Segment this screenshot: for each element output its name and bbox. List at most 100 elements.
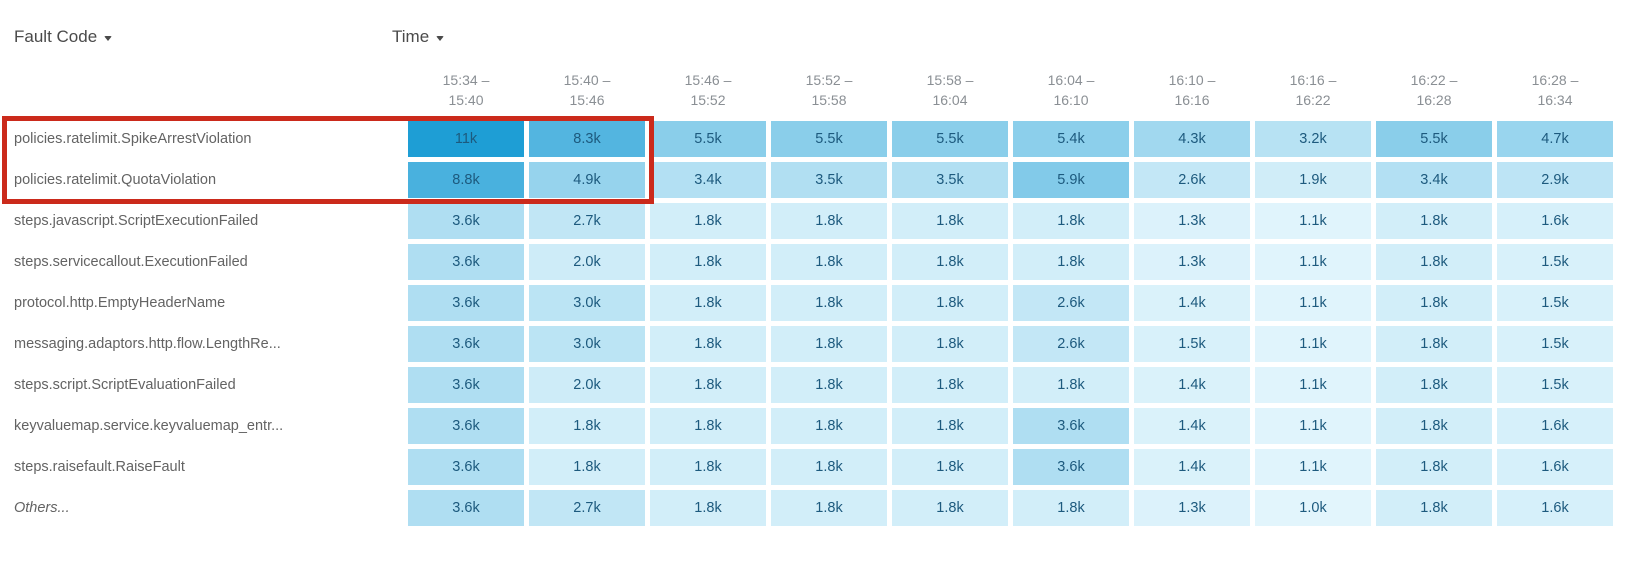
heatmap-cell-r7-c6[interactable]: 1.4k [1134, 408, 1250, 444]
heatmap-cell-r3-c8[interactable]: 1.8k [1376, 244, 1492, 280]
heatmap-cell-r8-c0[interactable]: 3.6k [408, 449, 524, 485]
heatmap-cell-r0-c2[interactable]: 5.5k [650, 121, 766, 157]
heatmap-cell-r1-c4[interactable]: 3.5k [892, 162, 1008, 198]
heatmap-cell-r1-c0[interactable]: 8.8k [408, 162, 524, 198]
heatmap-cell-r2-c8[interactable]: 1.8k [1376, 203, 1492, 239]
heatmap-cell-r7-c3[interactable]: 1.8k [771, 408, 887, 444]
heatmap-cell-r2-c3[interactable]: 1.8k [771, 203, 887, 239]
heatmap-cell-r6-c3[interactable]: 1.8k [771, 367, 887, 403]
heatmap-cell-r4-c3[interactable]: 1.8k [771, 285, 887, 321]
heatmap-cell-r1-c2[interactable]: 3.4k [650, 162, 766, 198]
heatmap-cell-r9-c2[interactable]: 1.8k [650, 490, 766, 526]
heatmap-cell-r4-c0[interactable]: 3.6k [408, 285, 524, 321]
heatmap-cell-r7-c8[interactable]: 1.8k [1376, 408, 1492, 444]
heatmap-cell-r3-c1[interactable]: 2.0k [529, 244, 645, 280]
heatmap-cell-r6-c9[interactable]: 1.5k [1497, 367, 1613, 403]
heatmap-cell-r1-c3[interactable]: 3.5k [771, 162, 887, 198]
heatmap-cell-r5-c9[interactable]: 1.5k [1497, 326, 1613, 362]
heatmap-cell-r0-c1[interactable]: 8.3k [529, 121, 645, 157]
heatmap-cell-r9-c4[interactable]: 1.8k [892, 490, 1008, 526]
heatmap-cell-r4-c4[interactable]: 1.8k [892, 285, 1008, 321]
heatmap-cell-r3-c9[interactable]: 1.5k [1497, 244, 1613, 280]
heatmap-cell-r1-c5[interactable]: 5.9k [1013, 162, 1129, 198]
heatmap-cell-r9-c3[interactable]: 1.8k [771, 490, 887, 526]
heatmap-cell-r0-c9[interactable]: 4.7k [1497, 121, 1613, 157]
heatmap-cell-r7-c1[interactable]: 1.8k [529, 408, 645, 444]
heatmap-cell-r6-c5[interactable]: 1.8k [1013, 367, 1129, 403]
heatmap-cell-r2-c2[interactable]: 1.8k [650, 203, 766, 239]
heatmap-cell-r5-c4[interactable]: 1.8k [892, 326, 1008, 362]
heatmap-cell-r7-c7[interactable]: 1.1k [1255, 408, 1371, 444]
heatmap-cell-r7-c2[interactable]: 1.8k [650, 408, 766, 444]
heatmap-cell-r7-c5[interactable]: 3.6k [1013, 408, 1129, 444]
heatmap-cell-r8-c4[interactable]: 1.8k [892, 449, 1008, 485]
heatmap-cell-r9-c7[interactable]: 1.0k [1255, 490, 1371, 526]
heatmap-cell-r9-c0[interactable]: 3.6k [408, 490, 524, 526]
heatmap-cell-r3-c2[interactable]: 1.8k [650, 244, 766, 280]
heatmap-cell-r7-c0[interactable]: 3.6k [408, 408, 524, 444]
heatmap-cell-r9-c9[interactable]: 1.6k [1497, 490, 1613, 526]
heatmap-cell-r6-c8[interactable]: 1.8k [1376, 367, 1492, 403]
heatmap-cell-r4-c1[interactable]: 3.0k [529, 285, 645, 321]
heatmap-cell-r8-c5[interactable]: 3.6k [1013, 449, 1129, 485]
heatmap-cell-r5-c1[interactable]: 3.0k [529, 326, 645, 362]
heatmap-cell-r2-c6[interactable]: 1.3k [1134, 203, 1250, 239]
heatmap-cell-r6-c0[interactable]: 3.6k [408, 367, 524, 403]
heatmap-cell-r5-c5[interactable]: 2.6k [1013, 326, 1129, 362]
heatmap-cell-r8-c6[interactable]: 1.4k [1134, 449, 1250, 485]
heatmap-cell-r9-c1[interactable]: 2.7k [529, 490, 645, 526]
heatmap-cell-r3-c7[interactable]: 1.1k [1255, 244, 1371, 280]
heatmap-cell-r3-c5[interactable]: 1.8k [1013, 244, 1129, 280]
heatmap-cell-r3-c6[interactable]: 1.3k [1134, 244, 1250, 280]
heatmap-cell-r0-c5[interactable]: 5.4k [1013, 121, 1129, 157]
heatmap-cell-r6-c6[interactable]: 1.4k [1134, 367, 1250, 403]
heatmap-cell-r4-c6[interactable]: 1.4k [1134, 285, 1250, 321]
heatmap-cell-r7-c4[interactable]: 1.8k [892, 408, 1008, 444]
heatmap-cell-r2-c7[interactable]: 1.1k [1255, 203, 1371, 239]
heatmap-cell-r3-c0[interactable]: 3.6k [408, 244, 524, 280]
heatmap-cell-r4-c2[interactable]: 1.8k [650, 285, 766, 321]
heatmap-cell-r9-c6[interactable]: 1.3k [1134, 490, 1250, 526]
heatmap-cell-r0-c0[interactable]: 11k [408, 121, 524, 157]
heatmap-cell-r5-c6[interactable]: 1.5k [1134, 326, 1250, 362]
heatmap-cell-r5-c0[interactable]: 3.6k [408, 326, 524, 362]
heatmap-cell-r8-c8[interactable]: 1.8k [1376, 449, 1492, 485]
heatmap-cell-r4-c9[interactable]: 1.5k [1497, 285, 1613, 321]
heatmap-cell-r2-c4[interactable]: 1.8k [892, 203, 1008, 239]
heatmap-cell-r5-c3[interactable]: 1.8k [771, 326, 887, 362]
heatmap-cell-r5-c2[interactable]: 1.8k [650, 326, 766, 362]
heatmap-cell-r0-c6[interactable]: 4.3k [1134, 121, 1250, 157]
heatmap-cell-r5-c7[interactable]: 1.1k [1255, 326, 1371, 362]
heatmap-cell-r6-c2[interactable]: 1.8k [650, 367, 766, 403]
heatmap-cell-r1-c6[interactable]: 2.6k [1134, 162, 1250, 198]
heatmap-cell-r8-c1[interactable]: 1.8k [529, 449, 645, 485]
heatmap-cell-r4-c8[interactable]: 1.8k [1376, 285, 1492, 321]
heatmap-cell-r0-c4[interactable]: 5.5k [892, 121, 1008, 157]
heatmap-cell-r2-c1[interactable]: 2.7k [529, 203, 645, 239]
heatmap-cell-r0-c8[interactable]: 5.5k [1376, 121, 1492, 157]
heatmap-cell-r8-c9[interactable]: 1.6k [1497, 449, 1613, 485]
fault-code-dimension-selector[interactable]: Fault Code [14, 26, 113, 48]
heatmap-cell-r8-c7[interactable]: 1.1k [1255, 449, 1371, 485]
heatmap-cell-r4-c5[interactable]: 2.6k [1013, 285, 1129, 321]
heatmap-cell-r7-c9[interactable]: 1.6k [1497, 408, 1613, 444]
heatmap-cell-r8-c3[interactable]: 1.8k [771, 449, 887, 485]
time-dimension-selector[interactable]: Time [392, 26, 445, 48]
heatmap-cell-r9-c5[interactable]: 1.8k [1013, 490, 1129, 526]
heatmap-cell-r2-c5[interactable]: 1.8k [1013, 203, 1129, 239]
heatmap-cell-r3-c3[interactable]: 1.8k [771, 244, 887, 280]
heatmap-cell-r6-c4[interactable]: 1.8k [892, 367, 1008, 403]
heatmap-cell-r1-c7[interactable]: 1.9k [1255, 162, 1371, 198]
heatmap-cell-r6-c7[interactable]: 1.1k [1255, 367, 1371, 403]
heatmap-cell-r0-c3[interactable]: 5.5k [771, 121, 887, 157]
heatmap-cell-r9-c8[interactable]: 1.8k [1376, 490, 1492, 526]
heatmap-cell-r4-c7[interactable]: 1.1k [1255, 285, 1371, 321]
heatmap-cell-r1-c9[interactable]: 2.9k [1497, 162, 1613, 198]
heatmap-cell-r6-c1[interactable]: 2.0k [529, 367, 645, 403]
heatmap-cell-r8-c2[interactable]: 1.8k [650, 449, 766, 485]
heatmap-cell-r2-c0[interactable]: 3.6k [408, 203, 524, 239]
heatmap-cell-r3-c4[interactable]: 1.8k [892, 244, 1008, 280]
heatmap-cell-r1-c1[interactable]: 4.9k [529, 162, 645, 198]
heatmap-cell-r2-c9[interactable]: 1.6k [1497, 203, 1613, 239]
heatmap-cell-r1-c8[interactable]: 3.4k [1376, 162, 1492, 198]
